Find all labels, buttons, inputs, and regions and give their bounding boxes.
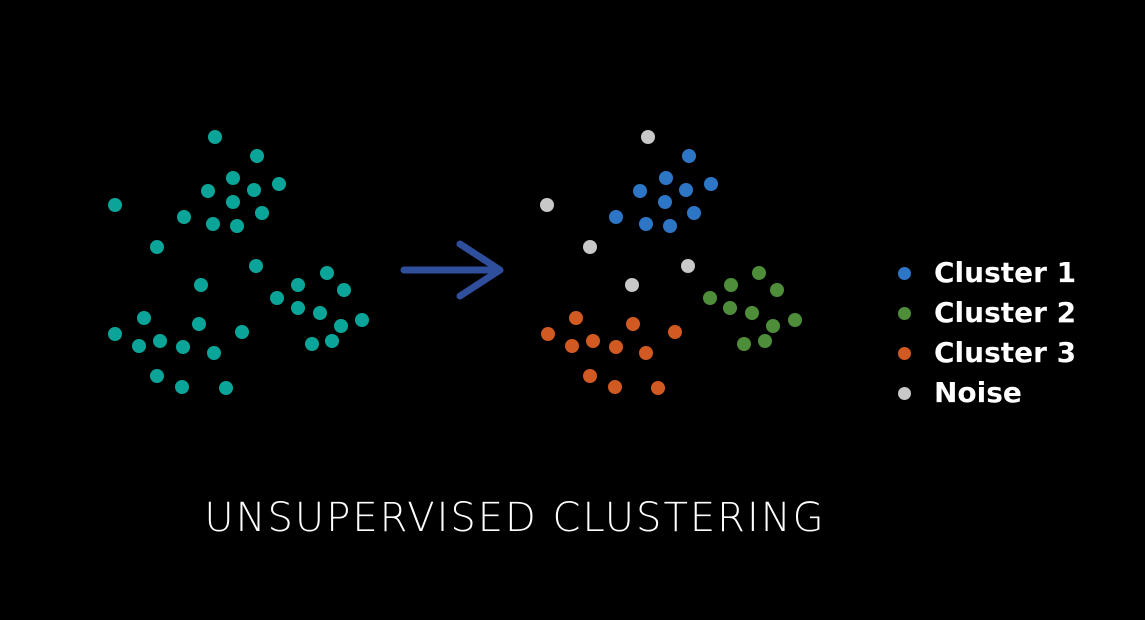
- unlabeled-point: [337, 283, 351, 297]
- unlabeled-point: [291, 278, 305, 292]
- cluster-3-point: [565, 339, 579, 353]
- unlabeled-point: [230, 219, 244, 233]
- unlabeled-point: [291, 301, 305, 315]
- cluster-2-point: [766, 319, 780, 333]
- unlabeled-point: [313, 306, 327, 320]
- cluster-2-point: [723, 301, 737, 315]
- noise-swatch: [898, 387, 911, 400]
- unlabeled-point: [201, 184, 215, 198]
- legend-item-cluster-3: Cluster 3: [896, 333, 1126, 373]
- cluster-3-point: [639, 346, 653, 360]
- diagram-caption: UNSUPERVISED CLUSTERING: [204, 495, 826, 541]
- cluster-2-point: [745, 306, 759, 320]
- unlabeled-point: [270, 291, 284, 305]
- unlabeled-point: [247, 183, 261, 197]
- unlabeled-point: [108, 198, 122, 212]
- cluster-1-point: [704, 177, 718, 191]
- noise-point: [625, 278, 639, 292]
- unlabeled-point: [226, 171, 240, 185]
- cluster-2-point: [758, 334, 772, 348]
- unlabeled-point: [272, 177, 286, 191]
- legend-label: Cluster 1: [934, 256, 1077, 289]
- cluster-3-point: [586, 334, 600, 348]
- unlabeled-point: [219, 381, 233, 395]
- unlabeled-point: [325, 334, 339, 348]
- unlabeled-point: [175, 380, 189, 394]
- noise-point: [540, 198, 554, 212]
- cluster-2-point: [788, 313, 802, 327]
- cluster-3-point: [626, 317, 640, 331]
- cluster-2-point: [770, 283, 784, 297]
- cluster-2-swatch: [898, 307, 911, 320]
- legend: Cluster 1 Cluster 2 Cluster 3 Noise: [896, 253, 1126, 413]
- cluster-2-point: [724, 278, 738, 292]
- unlabeled-point: [153, 334, 167, 348]
- unlabeled-point: [206, 217, 220, 231]
- unlabeled-point: [208, 130, 222, 144]
- cluster-1-swatch: [898, 267, 911, 280]
- unlabeled-point: [207, 346, 221, 360]
- unlabeled-point: [334, 319, 348, 333]
- unlabeled-point: [250, 149, 264, 163]
- legend-label: Noise: [934, 376, 1022, 409]
- unlabeled-point: [150, 240, 164, 254]
- cluster-1-point: [659, 171, 673, 185]
- unlabeled-point: [176, 340, 190, 354]
- unlabeled-point: [226, 195, 240, 209]
- cluster-1-point: [687, 206, 701, 220]
- noise-point: [641, 130, 655, 144]
- clustered-points: [540, 130, 802, 395]
- cluster-2-point: [752, 266, 766, 280]
- cluster-1-point: [633, 184, 647, 198]
- unlabeled-point: [177, 210, 191, 224]
- cluster-3-swatch: [898, 347, 911, 360]
- unlabeled-point: [132, 339, 146, 353]
- unlabeled-point: [137, 311, 151, 325]
- unlabeled-point: [305, 337, 319, 351]
- unlabeled-point: [194, 278, 208, 292]
- unlabeled-point: [150, 369, 164, 383]
- cluster-1-point: [679, 183, 693, 197]
- cluster-3-point: [609, 340, 623, 354]
- legend-label: Cluster 2: [934, 296, 1077, 329]
- cluster-3-point: [583, 369, 597, 383]
- cluster-1-point: [682, 149, 696, 163]
- cluster-1-point: [639, 217, 653, 231]
- unlabeled-point: [249, 259, 263, 273]
- noise-point: [681, 259, 695, 273]
- cluster-1-point: [663, 219, 677, 233]
- cluster-1-point: [609, 210, 623, 224]
- legend-item-cluster-1: Cluster 1: [896, 253, 1126, 293]
- unlabeled-points: [108, 130, 369, 395]
- cluster-1-point: [658, 195, 672, 209]
- cluster-3-point: [668, 325, 682, 339]
- noise-point: [583, 240, 597, 254]
- cluster-3-point: [608, 380, 622, 394]
- cluster-3-point: [569, 311, 583, 325]
- unlabeled-point: [192, 317, 206, 331]
- legend-label: Cluster 3: [934, 336, 1077, 369]
- cluster-3-point: [541, 327, 555, 341]
- legend-item-cluster-2: Cluster 2: [896, 293, 1126, 333]
- unlabeled-point: [355, 313, 369, 327]
- transform-arrow: [400, 240, 504, 300]
- legend-item-noise: Noise: [896, 373, 1126, 413]
- unlabeled-point: [235, 325, 249, 339]
- unlabeled-point: [255, 206, 269, 220]
- cluster-3-point: [651, 381, 665, 395]
- unlabeled-point: [108, 327, 122, 341]
- unlabeled-point: [320, 266, 334, 280]
- cluster-2-point: [703, 291, 717, 305]
- cluster-2-point: [737, 337, 751, 351]
